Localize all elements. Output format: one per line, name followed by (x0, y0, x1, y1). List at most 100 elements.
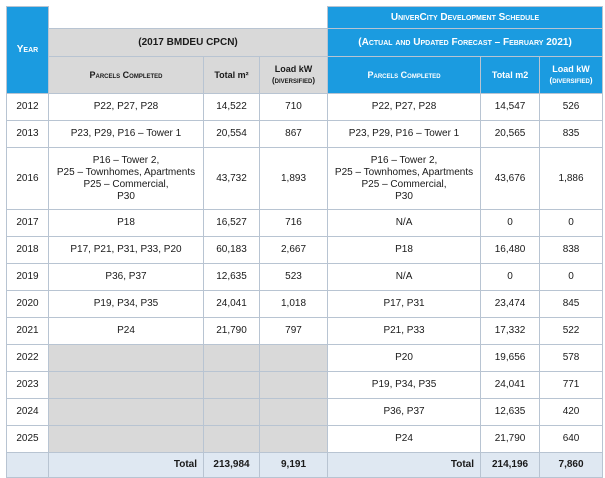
cpcn-parcels-cell (48, 398, 204, 426)
fc-m2-cell: 16,480 (480, 236, 541, 264)
fc-parcels-cell: P21, P33 (327, 317, 482, 345)
fc-kw-cell: 835 (539, 120, 604, 148)
fc-parcels-cell: P18 (327, 236, 482, 264)
fc-parcels-cell: P22, P27, P28 (327, 93, 482, 121)
table-row: 2013 P23, P29, P16 – Tower 1 20,554 867 P23,… (6, 120, 604, 148)
cpcn-m2-cell: 20,554 (203, 120, 260, 148)
cpcn-m2-header: Total m² (203, 56, 260, 94)
fc-m2-cell: 0 (480, 263, 541, 291)
year-cell: 2018 (6, 236, 49, 264)
fc-parcels-cell: P17, P31 (327, 290, 482, 318)
parcel-line: P25 – Commercial, (361, 178, 447, 190)
fc-m2-cell: 19,656 (480, 344, 541, 372)
total-cpcn-m2: 213,984 (203, 452, 260, 478)
table-title: UniverCity Development Schedule (327, 6, 604, 29)
year-cell: 2017 (6, 209, 49, 237)
cpcn-kw-cell: 716 (258, 209, 329, 237)
year-cell: 2019 (6, 263, 49, 291)
fc-kw-cell: 771 (539, 371, 604, 399)
table-row: 2020 P19, P34, P35 24,041 1,018 P17, P31 23,4… (6, 290, 604, 318)
total-blank (6, 452, 49, 478)
total-fc-kw: 7,860 (539, 452, 604, 478)
cpcn-m2-cell: 21,790 (203, 317, 260, 345)
year-cell: 2024 (6, 398, 49, 426)
cpcn-m2-cell: 43,732 (203, 147, 260, 210)
fc-m2-cell: 43,676 (480, 147, 541, 210)
cpcn-kw-cell (258, 371, 329, 399)
year-cell: 2021 (6, 317, 49, 345)
cpcn-m2-cell: 60,183 (203, 236, 260, 264)
cpcn-group-header: (2017 BMDEU CPCN) (47, 28, 329, 57)
development-schedule-table: Year UniverCity Development Schedule (20… (6, 6, 604, 478)
load-kw-label: Load kW (552, 64, 590, 74)
total-cpcn-kw: 9,191 (258, 452, 329, 478)
fc-kw-cell: 420 (539, 398, 604, 426)
year-cell: 2016 (6, 147, 49, 210)
cpcn-kw-cell: 797 (258, 317, 329, 345)
total-fc-m2: 214,196 (480, 452, 541, 478)
cpcn-kw-cell (258, 344, 329, 372)
cpcn-parcels-cell: P17, P21, P31, P33, P20 (48, 236, 204, 264)
cpcn-kw-cell: 1,018 (258, 290, 329, 318)
diversified-label: (diversified) (272, 76, 316, 85)
cpcn-kw-cell (258, 425, 329, 453)
cpcn-m2-cell (203, 425, 260, 453)
fc-kw-header: Load kW (diversified) (539, 56, 604, 94)
cpcn-m2-cell: 24,041 (203, 290, 260, 318)
fc-kw-cell: 0 (539, 209, 604, 237)
year-cell: 2025 (6, 425, 49, 453)
fc-m2-cell: 17,332 (480, 317, 541, 345)
cpcn-kw-cell: 523 (258, 263, 329, 291)
fc-kw-cell: 838 (539, 236, 604, 264)
table-row: 2018 P17, P21, P31, P33, P20 60,183 2,667 P1… (6, 236, 604, 264)
fc-m2-cell: 24,041 (480, 371, 541, 399)
fc-kw-cell: 0 (539, 263, 604, 291)
fc-parcels-cell: N/A (327, 209, 482, 237)
fc-parcels-cell: P36, P37 (327, 398, 482, 426)
fc-m2-cell: 14,547 (480, 93, 541, 121)
cpcn-parcels-cell: P23, P29, P16 – Tower 1 (48, 120, 204, 148)
cpcn-kw-header: Load kW (diversified) (258, 56, 329, 94)
cpcn-parcels-cell: P18 (48, 209, 204, 237)
cpcn-kw-cell: 2,667 (258, 236, 329, 264)
table-row: 2023 P19, P34, P35 24,041 771 (6, 371, 604, 399)
fc-kw-cell: 522 (539, 317, 604, 345)
table-row: 2021 P24 21,790 797 P21, P33 17,332 522 (6, 317, 604, 345)
table-row: 2012 P22, P27, P28 14,522 710 P22, P27, P28 1… (6, 93, 604, 121)
fc-m2-cell: 0 (480, 209, 541, 237)
parcel-line: P30 (395, 190, 413, 202)
fc-parcels-cell: P19, P34, P35 (327, 371, 482, 399)
fc-m2-header: Total m2 (480, 56, 541, 94)
parcel-line: P30 (117, 190, 135, 202)
year-cell: 2022 (6, 344, 49, 372)
cpcn-parcels-cell (48, 344, 204, 372)
cpcn-parcels-cell: P22, P27, P28 (48, 93, 204, 121)
blank-corner (47, 6, 329, 29)
year-cell: 2023 (6, 371, 49, 399)
table-row: 2019 P36, P37 12,635 523 N/A 0 0 (6, 263, 604, 291)
cpcn-kw-cell (258, 398, 329, 426)
parcel-line: P25 – Townhomes, Apartments (334, 166, 474, 178)
cpcn-m2-cell (203, 398, 260, 426)
fc-kw-cell: 845 (539, 290, 604, 318)
parcel-line: P25 – Commercial, (83, 178, 169, 190)
fc-parcels-cell: P20 (327, 344, 482, 372)
cpcn-kw-cell: 867 (258, 120, 329, 148)
table-row: 2025 P24 21,790 640 (6, 425, 604, 453)
cpcn-parcels-cell: P19, P34, P35 (48, 290, 204, 318)
cpcn-m2-cell (203, 344, 260, 372)
cpcn-parcels-cell: P16 – Tower 2, P25 – Townhomes, Apartment… (48, 147, 204, 210)
cpcn-kw-cell: 1,893 (258, 147, 329, 210)
cpcn-parcels-cell: P24 (48, 317, 204, 345)
cpcn-kw-cell: 710 (258, 93, 329, 121)
cpcn-parcels-header: Parcels Completed (48, 56, 204, 94)
fc-parcels-cell: N/A (327, 263, 482, 291)
forecast-group-header: (Actual and Updated Forecast – February … (327, 28, 604, 57)
cpcn-parcels-cell (48, 425, 204, 453)
year-cell: 2013 (6, 120, 49, 148)
fc-kw-cell: 526 (539, 93, 604, 121)
parcel-line: P16 – Tower 2, (92, 154, 160, 166)
fc-kw-cell: 1,886 (539, 147, 604, 210)
cpcn-m2-cell: 14,522 (203, 93, 260, 121)
table-row: 2017 P18 16,527 716 N/A 0 0 (6, 209, 604, 237)
